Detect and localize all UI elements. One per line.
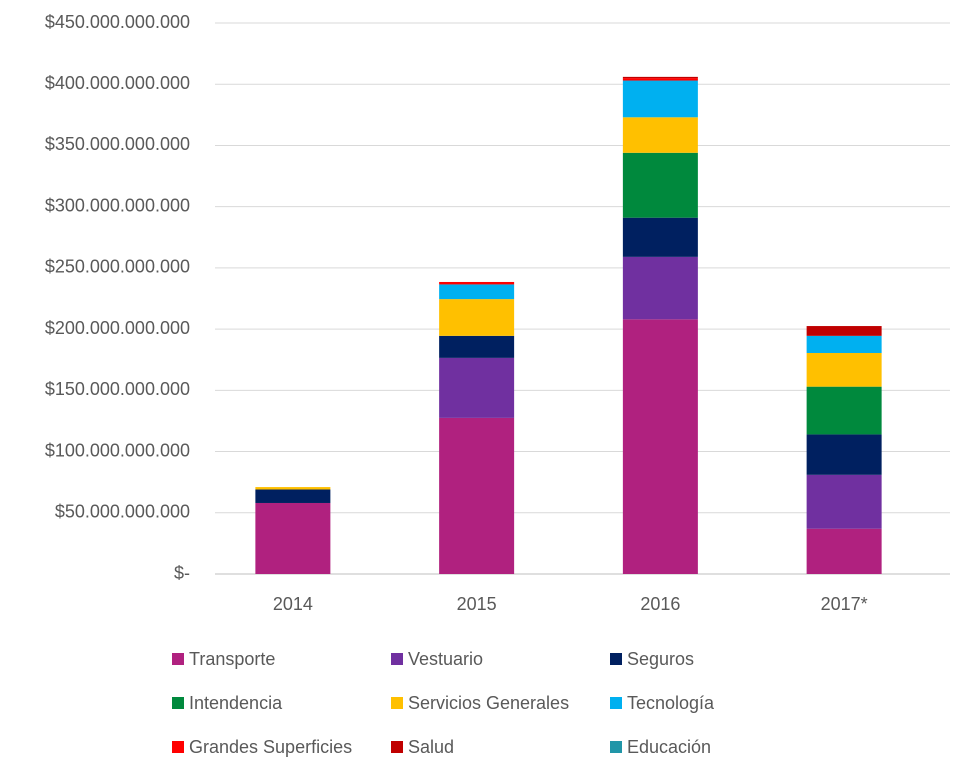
bar-segment (622, 80, 698, 118)
bar-segment (806, 474, 882, 529)
bar-segment (439, 281, 515, 285)
x-tick-label: 2016 (640, 594, 680, 614)
bar-segment (622, 76, 698, 79)
legend-swatch (172, 653, 184, 665)
bar-segment (439, 417, 515, 574)
bar-segment (622, 217, 698, 257)
legend-swatch (172, 741, 184, 753)
legend-label: Vestuario (408, 649, 483, 669)
y-tick-label: $250.000.000.000 (45, 257, 190, 277)
legend-label: Seguros (627, 649, 694, 669)
bar-segment (806, 434, 882, 475)
bar-segment (806, 352, 882, 387)
legend-label: Salud (408, 737, 454, 757)
bar-segment (439, 357, 515, 418)
legend-swatch (391, 741, 403, 753)
y-tick-label: $300.000.000.000 (45, 195, 190, 215)
bar-segment (622, 152, 698, 218)
bar-segment (255, 487, 331, 490)
bar-segment (622, 256, 698, 320)
bar-segment (622, 117, 698, 153)
legend-label: Servicios Generales (408, 693, 569, 713)
legend-swatch (391, 697, 403, 709)
bar-segment (255, 489, 331, 503)
legend-swatch (610, 697, 622, 709)
x-tick-label: 2015 (457, 594, 497, 614)
bar-segment (439, 284, 515, 300)
legend-swatch (391, 653, 403, 665)
legend-label: Intendencia (189, 693, 283, 713)
bar-segment (255, 502, 331, 574)
legend-swatch (172, 697, 184, 709)
bar-segment (806, 326, 882, 336)
y-tick-label: $150.000.000.000 (45, 379, 190, 399)
legend-swatch (610, 741, 622, 753)
bar-segment (439, 299, 515, 336)
y-tick-label: $400.000.000.000 (45, 73, 190, 93)
y-tick-label: $200.000.000.000 (45, 318, 190, 338)
y-tick-label: $50.000.000.000 (55, 502, 190, 522)
y-tick-label: $100.000.000.000 (45, 440, 190, 460)
y-tick-label: $- (174, 563, 190, 583)
x-tick-label: 2014 (273, 594, 313, 614)
legend-label: Grandes Superficies (189, 737, 352, 757)
x-tick-label: 2017* (821, 594, 868, 614)
legend-label: Transporte (189, 649, 275, 669)
y-tick-label: $450.000.000.000 (45, 12, 190, 32)
bar-segment (806, 386, 882, 435)
legend-label: Educación (627, 737, 711, 757)
legend-swatch (610, 653, 622, 665)
bar-segment (806, 528, 882, 574)
legend-label: Tecnología (627, 693, 715, 713)
y-tick-label: $350.000.000.000 (45, 134, 190, 154)
bar-segment (439, 335, 515, 358)
bar-segment (622, 78, 698, 81)
bar-segment (806, 335, 882, 353)
bar-segment (622, 319, 698, 574)
